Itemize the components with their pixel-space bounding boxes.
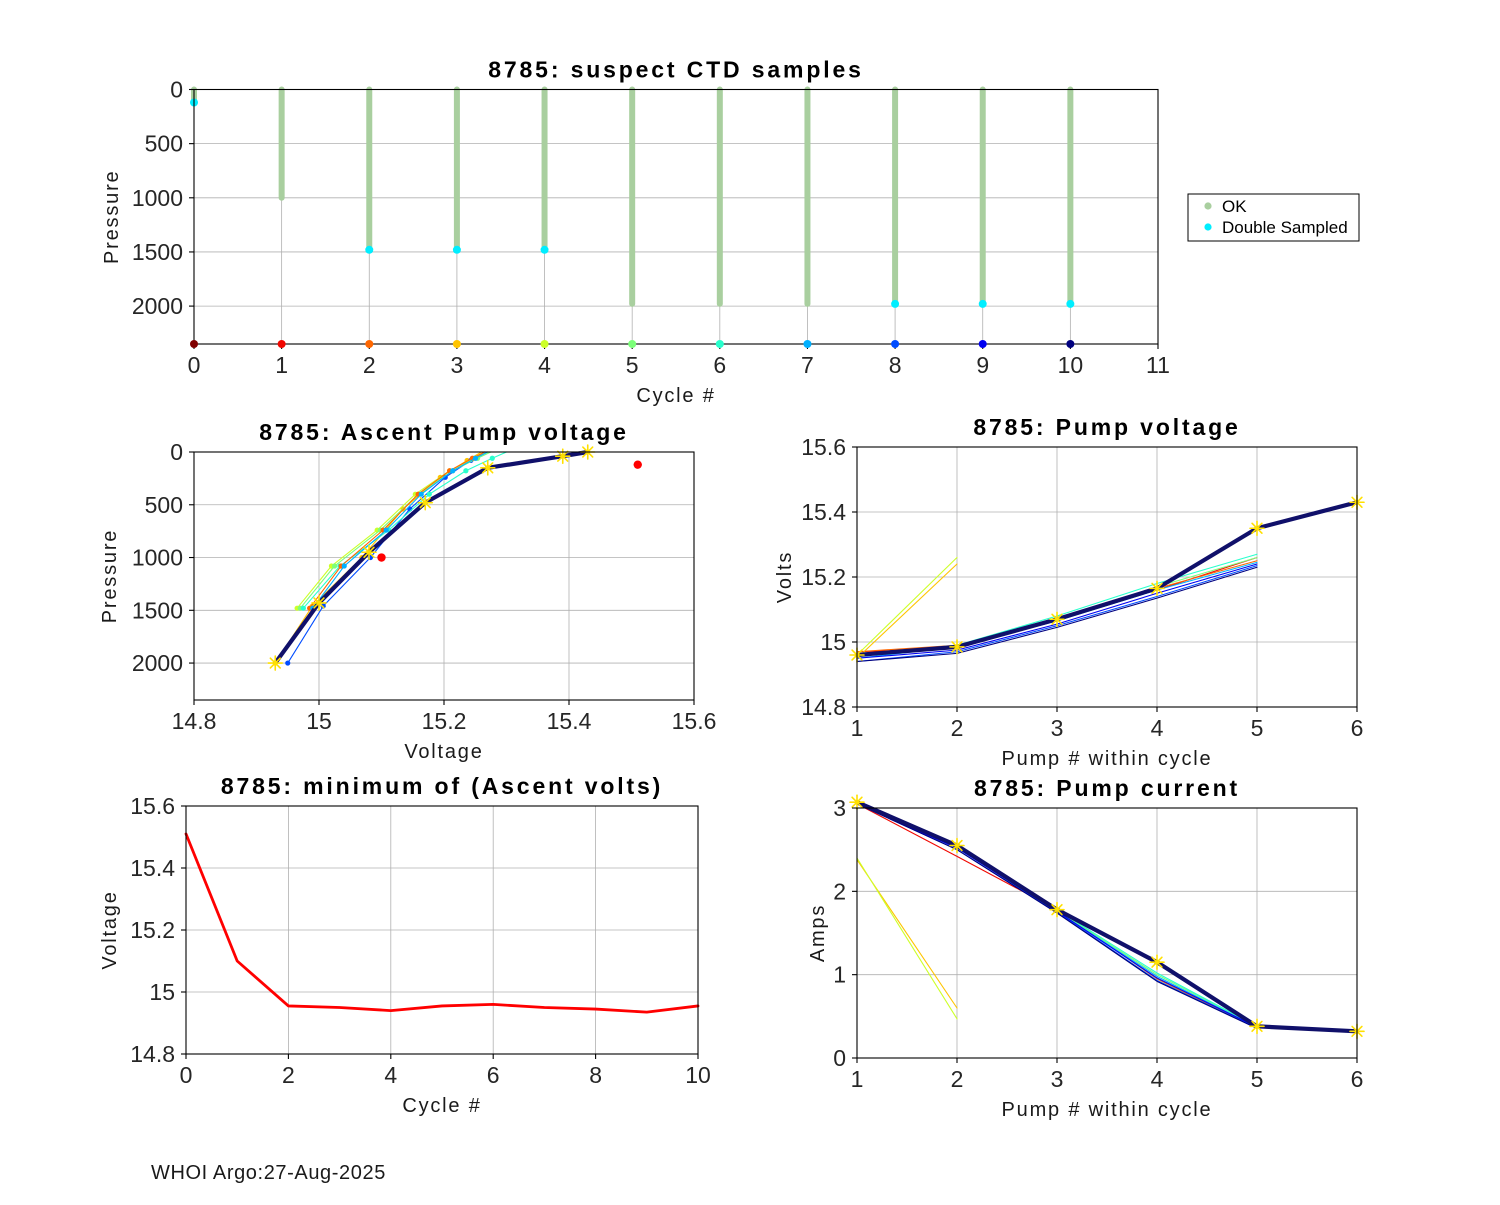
svg-text:Amps: Amps bbox=[807, 904, 829, 962]
svg-text:2: 2 bbox=[951, 1066, 964, 1092]
svg-text:11: 11 bbox=[1146, 352, 1170, 378]
svg-text:15: 15 bbox=[306, 708, 332, 734]
svg-text:Voltage: Voltage bbox=[404, 741, 483, 763]
svg-text:8: 8 bbox=[589, 1062, 602, 1088]
svg-text:2: 2 bbox=[282, 1062, 295, 1088]
svg-text:WHOI Argo:27-Aug-2025: WHOI Argo:27-Aug-2025 bbox=[151, 1162, 386, 1184]
svg-text:5: 5 bbox=[1251, 715, 1264, 741]
svg-text:8785: minimum of (Ascent volts: 8785: minimum of (Ascent volts) bbox=[221, 773, 663, 799]
svg-text:6: 6 bbox=[1351, 715, 1364, 741]
svg-text:8785: Ascent Pump voltage: 8785: Ascent Pump voltage bbox=[259, 419, 629, 445]
svg-text:1000: 1000 bbox=[132, 545, 183, 571]
svg-text:4: 4 bbox=[538, 352, 551, 378]
svg-text:Voltage: Voltage bbox=[99, 890, 121, 969]
svg-text:9: 9 bbox=[976, 352, 989, 378]
svg-text:Pump # within cycle: Pump # within cycle bbox=[1002, 748, 1213, 770]
svg-text:1: 1 bbox=[833, 962, 846, 988]
svg-text:15: 15 bbox=[149, 979, 175, 1005]
svg-text:0: 0 bbox=[170, 77, 183, 103]
svg-text:0: 0 bbox=[170, 439, 183, 465]
svg-text:500: 500 bbox=[145, 492, 183, 518]
svg-text:3: 3 bbox=[451, 352, 464, 378]
svg-text:14.8: 14.8 bbox=[801, 694, 846, 720]
svg-text:1: 1 bbox=[851, 1066, 864, 1092]
svg-text:3: 3 bbox=[1051, 715, 1064, 741]
svg-text:14.8: 14.8 bbox=[130, 1041, 175, 1067]
svg-text:2000: 2000 bbox=[132, 650, 183, 676]
svg-text:0: 0 bbox=[188, 352, 201, 378]
svg-text:0: 0 bbox=[833, 1045, 846, 1071]
svg-text:10: 10 bbox=[1058, 352, 1084, 378]
svg-text:6: 6 bbox=[713, 352, 726, 378]
svg-text:1500: 1500 bbox=[132, 239, 183, 265]
svg-text:500: 500 bbox=[145, 131, 183, 157]
svg-text:4: 4 bbox=[1151, 715, 1164, 741]
svg-text:2: 2 bbox=[833, 878, 846, 904]
svg-text:4: 4 bbox=[1151, 1066, 1164, 1092]
svg-text:Pressure: Pressure bbox=[99, 529, 121, 623]
svg-text:7: 7 bbox=[801, 352, 814, 378]
svg-text:15.4: 15.4 bbox=[130, 855, 175, 881]
svg-text:1000: 1000 bbox=[132, 185, 183, 211]
svg-text:Cycle #: Cycle # bbox=[402, 1095, 481, 1117]
svg-text:Pump # within cycle: Pump # within cycle bbox=[1002, 1099, 1213, 1121]
svg-text:Pressure: Pressure bbox=[101, 170, 123, 264]
svg-text:15.4: 15.4 bbox=[547, 708, 592, 734]
svg-text:15.6: 15.6 bbox=[801, 434, 846, 460]
svg-text:15: 15 bbox=[820, 629, 846, 655]
svg-text:15.2: 15.2 bbox=[130, 917, 175, 943]
svg-text:14.8: 14.8 bbox=[172, 708, 217, 734]
svg-text:Volts: Volts bbox=[774, 551, 796, 603]
svg-text:OK: OK bbox=[1222, 197, 1247, 216]
svg-text:1: 1 bbox=[275, 352, 288, 378]
svg-text:Double Sampled: Double Sampled bbox=[1222, 218, 1348, 237]
svg-text:1: 1 bbox=[851, 715, 864, 741]
svg-text:5: 5 bbox=[1251, 1066, 1264, 1092]
svg-text:8785: Pump current: 8785: Pump current bbox=[974, 775, 1240, 801]
svg-text:6: 6 bbox=[487, 1062, 500, 1088]
svg-text:0: 0 bbox=[180, 1062, 193, 1088]
svg-text:6: 6 bbox=[1351, 1066, 1364, 1092]
svg-text:8785: suspect CTD samples: 8785: suspect CTD samples bbox=[488, 57, 864, 83]
svg-text:8785: Pump voltage: 8785: Pump voltage bbox=[973, 414, 1240, 440]
svg-text:15.2: 15.2 bbox=[422, 708, 467, 734]
svg-text:2: 2 bbox=[363, 352, 376, 378]
svg-text:15.4: 15.4 bbox=[801, 499, 846, 525]
svg-text:3: 3 bbox=[1051, 1066, 1064, 1092]
svg-text:1500: 1500 bbox=[132, 597, 183, 623]
svg-text:15.6: 15.6 bbox=[672, 708, 717, 734]
svg-text:15.2: 15.2 bbox=[801, 564, 846, 590]
svg-text:8: 8 bbox=[889, 352, 902, 378]
svg-text:2000: 2000 bbox=[132, 293, 183, 319]
svg-text:10: 10 bbox=[685, 1062, 711, 1088]
svg-text:5: 5 bbox=[626, 352, 639, 378]
svg-text:3: 3 bbox=[833, 795, 846, 821]
svg-text:4: 4 bbox=[384, 1062, 397, 1088]
svg-text:15.6: 15.6 bbox=[130, 793, 175, 819]
svg-text:Cycle #: Cycle # bbox=[636, 385, 715, 407]
svg-text:2: 2 bbox=[951, 715, 964, 741]
